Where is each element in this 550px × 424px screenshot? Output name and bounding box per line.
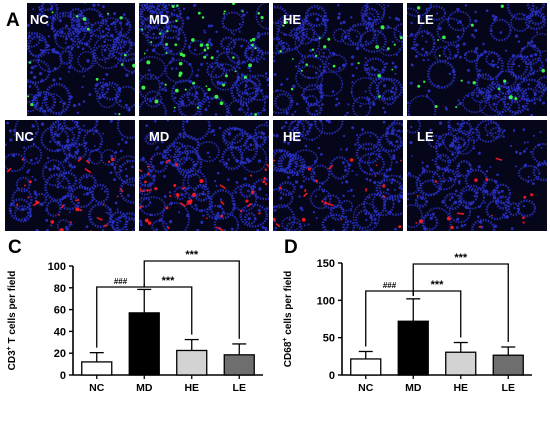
micrograph-label: LE: [417, 12, 434, 27]
micrograph-label: NC: [30, 12, 49, 27]
x-tick-label: NC: [89, 382, 105, 394]
micrograph-label: HE: [283, 129, 301, 144]
x-tick-label: HE: [453, 382, 468, 394]
micrograph-label: MD: [149, 12, 169, 27]
micrograph-label: NC: [15, 129, 34, 144]
bar-he: [446, 352, 476, 375]
significance-label: ***: [162, 275, 176, 287]
significance-label: ***: [431, 279, 445, 291]
x-tick-label: LE: [502, 382, 515, 394]
bar-he: [177, 350, 207, 375]
micrograph-label: MD: [149, 129, 169, 144]
y-tick-label: 60: [54, 305, 66, 317]
significance-label: ***: [454, 252, 468, 264]
y-tick-label: 100: [317, 295, 335, 307]
bar-le: [224, 355, 254, 375]
bar-nc: [82, 362, 112, 375]
x-tick-label: NC: [358, 382, 374, 394]
y-tick-label: 0: [329, 370, 335, 382]
bar-md: [398, 321, 428, 375]
panel-letter-a: A: [6, 10, 20, 31]
y-axis-label: CD3+ T cells per field: [6, 271, 18, 371]
y-tick-label: 40: [54, 326, 66, 338]
bar-md: [129, 313, 159, 375]
bar-nc: [351, 359, 381, 375]
panel-letter-d: D: [284, 237, 298, 258]
y-tick-label: 20: [54, 348, 66, 360]
x-tick-label: HE: [184, 382, 199, 394]
x-tick-label: MD: [405, 382, 422, 394]
bar-chart-cd68: D 0 50 100 150 CD68+ cells per field NC MD HE LE #…: [282, 237, 532, 394]
micrograph-tile-b-he: [266, 108, 408, 233]
x-tick-label: LE: [233, 382, 246, 394]
y-tick-label: 50: [323, 333, 335, 345]
y-tick-label: 150: [317, 258, 335, 270]
bar-chart-cd3: C 0 20 40 60 80 100 CD3+ T cells per field NC MD H…: [6, 237, 263, 394]
panel-letter-c: C: [8, 237, 22, 258]
micrograph-label: HE: [283, 12, 301, 27]
y-tick-label: 100: [48, 261, 66, 273]
y-tick-label: 0: [60, 370, 66, 382]
micrograph-label: LE: [417, 129, 434, 144]
significance-label: ###: [383, 281, 397, 290]
significance-label: ###: [114, 277, 128, 286]
x-tick-label: MD: [136, 382, 153, 394]
y-tick-label: 80: [54, 283, 66, 295]
micrograph-panels: ANCMDHELEBNCMDHELE: [4, 0, 550, 240]
y-axis-label: CD68+ cells per field: [282, 271, 294, 367]
significance-label: ***: [185, 249, 199, 261]
bar-le: [493, 355, 523, 375]
